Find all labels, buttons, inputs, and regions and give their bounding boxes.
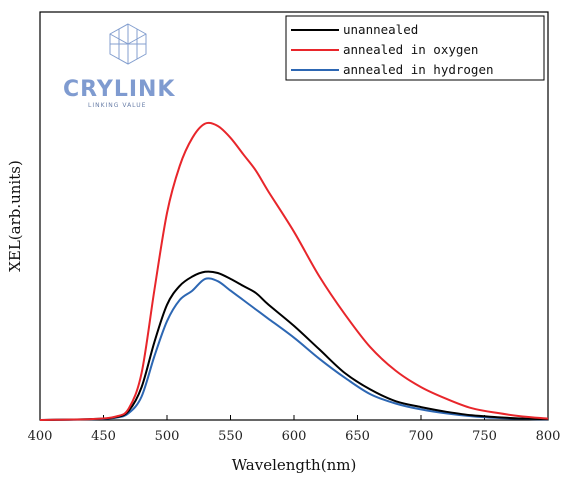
x-tick-label-450: 450: [91, 429, 116, 444]
series-lines: [39, 121, 549, 421]
cube-lattice-icon: [109, 23, 147, 65]
logo-wordmark: CRYLINK: [63, 77, 175, 102]
logo-tagline: LINKING VALUE: [88, 102, 146, 109]
x-tick-label-650: 650: [345, 429, 370, 444]
legend-box: [285, 15, 545, 81]
series-line-oxygen: [39, 121, 549, 421]
x-tick-label-500: 500: [155, 429, 180, 444]
x-tick-label-800: 800: [536, 429, 561, 444]
crylink-logo: CRYLINK LINKING VALUE: [63, 23, 175, 109]
x-tick-label-700: 700: [409, 429, 434, 444]
legend-label-hydrogen: annealed in hydrogen: [343, 62, 494, 77]
legend-label-unannealed: unannealed: [343, 22, 418, 37]
legend: unannealed annealed in oxygen annealed i…: [285, 15, 545, 81]
series-line-unannealed: [39, 270, 549, 421]
x-axis-title: Wavelength(nm): [232, 456, 357, 474]
x-tick-label-600: 600: [282, 429, 307, 444]
x-axis-ticks: 400 450 500 550 600 650 700 750 800: [28, 415, 561, 444]
legend-label-oxygen: annealed in oxygen: [343, 42, 478, 57]
x-tick-label-550: 550: [218, 429, 243, 444]
x-tick-label-750: 750: [472, 429, 497, 444]
series-line-hydrogen: [39, 277, 549, 421]
y-axis-title: XEL(arb.units): [6, 160, 24, 272]
x-tick-label-400: 400: [28, 429, 53, 444]
